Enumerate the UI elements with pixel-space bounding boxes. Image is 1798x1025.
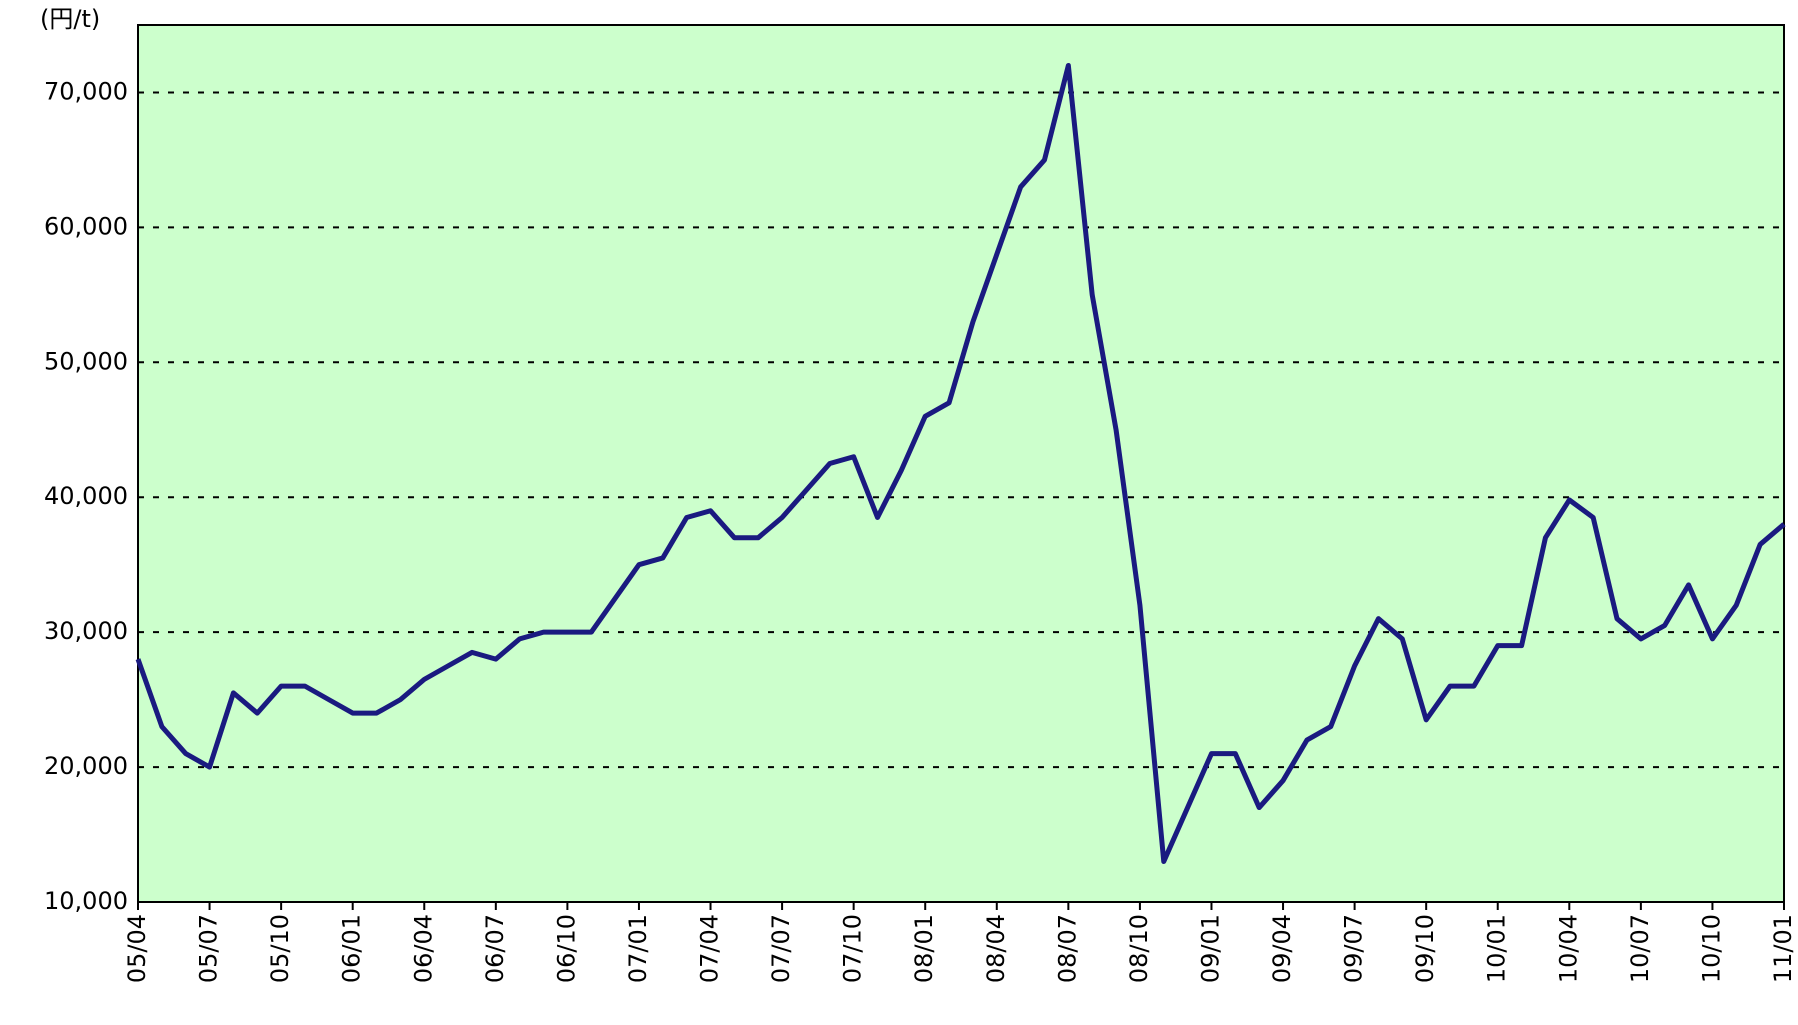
x-tick-label: 05/10 xyxy=(266,914,294,983)
x-tick-label: 10/01 xyxy=(1483,914,1511,983)
x-tick-label: 08/01 xyxy=(910,914,938,983)
x-tick-label: 09/07 xyxy=(1340,914,1368,983)
y-tick-label: 70,000 xyxy=(44,77,128,105)
x-tick-label: 08/10 xyxy=(1125,914,1153,983)
y-tick-label: 30,000 xyxy=(44,617,128,645)
x-tick-label: 07/01 xyxy=(624,914,652,983)
x-tick-label: 08/07 xyxy=(1053,914,1081,983)
x-tick-label: 07/04 xyxy=(696,914,724,983)
x-tick-label: 06/07 xyxy=(481,914,509,983)
y-tick-label: 50,000 xyxy=(44,347,128,375)
x-tick-label: 09/01 xyxy=(1196,914,1224,983)
price-line xyxy=(135,62,1786,865)
x-tick-label: 07/07 xyxy=(767,914,795,983)
x-tick-label: 10/10 xyxy=(1697,914,1725,983)
y-tick-label: 20,000 xyxy=(44,752,128,780)
x-tick-label: 10/07 xyxy=(1626,914,1654,983)
x-tick-label: 05/04 xyxy=(123,914,151,983)
y-tick-label: 40,000 xyxy=(44,482,128,510)
y-tick-label: 60,000 xyxy=(44,212,128,240)
x-tick-label: 06/01 xyxy=(338,914,366,983)
x-tick-label: 09/04 xyxy=(1268,914,1296,983)
x-tick-label: 11/01 xyxy=(1769,914,1797,983)
x-tick-label: 09/10 xyxy=(1411,914,1439,983)
x-tick-label: 08/04 xyxy=(982,914,1010,983)
x-tick-label: 06/10 xyxy=(552,914,580,983)
x-tick-label: 05/07 xyxy=(195,914,223,983)
y-unit-label: (円/t) xyxy=(40,5,100,33)
x-tick-label: 07/10 xyxy=(839,914,867,983)
x-tick-label: 10/04 xyxy=(1554,914,1582,983)
plot-area xyxy=(137,24,1785,903)
y-tick-label: 10,000 xyxy=(44,887,128,915)
x-tick-label: 06/04 xyxy=(409,914,437,983)
